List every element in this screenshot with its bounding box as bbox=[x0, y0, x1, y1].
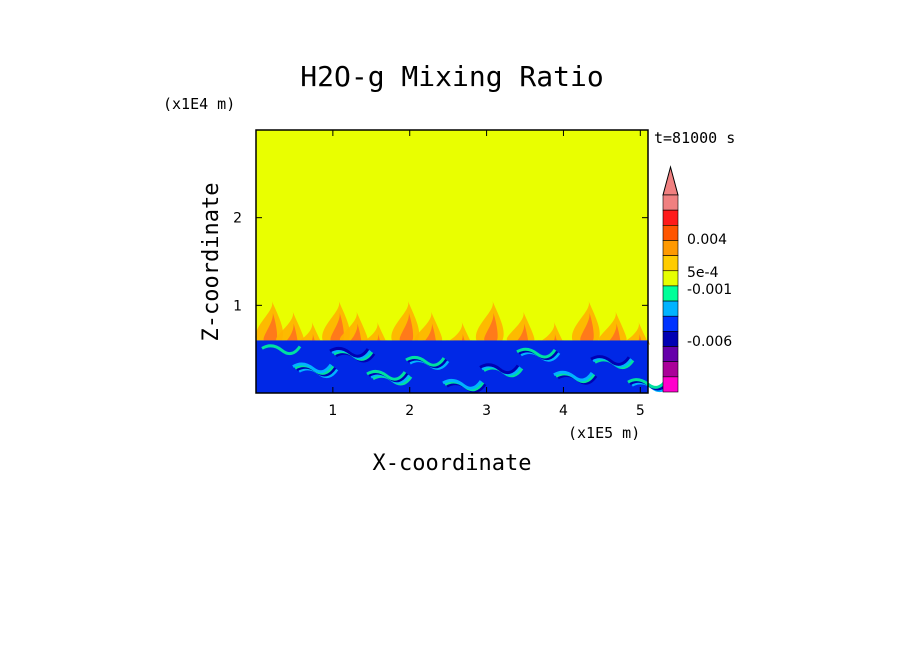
colorbar-swatch bbox=[662, 361, 679, 378]
colorbar-swatch bbox=[662, 331, 679, 347]
plot-area bbox=[255, 130, 672, 393]
streak bbox=[553, 370, 594, 382]
plume bbox=[360, 321, 389, 345]
plume-core bbox=[330, 312, 344, 341]
plume-core bbox=[263, 312, 278, 341]
x-tick-label: 3 bbox=[482, 403, 491, 419]
plume-core bbox=[484, 312, 498, 341]
x-tick-label: 4 bbox=[559, 403, 568, 419]
y-axis: 12 bbox=[233, 211, 648, 314]
y-tick-label: 1 bbox=[233, 298, 242, 314]
streak bbox=[590, 355, 631, 366]
x-tick-label: 2 bbox=[405, 403, 414, 419]
colorbar-swatch bbox=[662, 270, 679, 287]
colorbar-swatch bbox=[662, 300, 679, 317]
streak bbox=[442, 378, 483, 390]
plume bbox=[414, 311, 443, 341]
plume-core bbox=[607, 323, 621, 345]
plume bbox=[445, 321, 473, 345]
streak bbox=[261, 344, 302, 356]
time-label: t=81000 s bbox=[654, 129, 735, 147]
plume bbox=[506, 311, 535, 341]
colorbar-swatch bbox=[662, 346, 679, 362]
streak bbox=[479, 363, 520, 375]
colorbar-swatch bbox=[662, 255, 679, 272]
plot-frame bbox=[255, 129, 649, 394]
colorbar-swatch bbox=[662, 240, 679, 256]
y-axis-label: Z-coordinate bbox=[199, 183, 224, 342]
x-multiplier: (x1E5 m) bbox=[568, 424, 640, 442]
streak bbox=[405, 355, 446, 367]
colorbar-swatch bbox=[662, 315, 679, 332]
plume-core bbox=[348, 323, 362, 345]
colorbar-label: 0.004 bbox=[687, 232, 727, 248]
colorbar bbox=[662, 165, 679, 393]
plume bbox=[537, 321, 566, 345]
plume-core bbox=[284, 323, 298, 345]
streak bbox=[516, 347, 557, 359]
x-axis: 1 2 3 4 5 bbox=[328, 130, 645, 419]
plume bbox=[598, 311, 627, 341]
y-tick-label: 2 bbox=[233, 211, 242, 227]
plume-core bbox=[422, 323, 437, 345]
x-axis-label: X-coordinate bbox=[373, 451, 532, 476]
streak bbox=[292, 362, 333, 374]
plume bbox=[295, 321, 324, 345]
plume bbox=[276, 311, 304, 341]
plume-core bbox=[399, 312, 414, 341]
colorbar-labels: 0.004 5e-4 -0.001 -0.006 bbox=[687, 232, 732, 350]
colorbar-arrow bbox=[662, 165, 679, 196]
plume bbox=[339, 311, 368, 341]
colorbar-swatch bbox=[662, 376, 679, 393]
x-tick-label: 1 bbox=[328, 403, 337, 419]
colorbar-swatch bbox=[662, 225, 679, 241]
colorbar-swatch bbox=[662, 194, 679, 211]
chart-title: H2O-g Mixing Ratio bbox=[300, 60, 603, 93]
colorbar-label: 5e-4 bbox=[687, 265, 719, 281]
colorbar-label: -0.001 bbox=[687, 282, 732, 298]
plume-core bbox=[580, 312, 594, 341]
colorbar-label: -0.006 bbox=[687, 334, 732, 350]
y-multiplier: (x1E4 m) bbox=[163, 95, 235, 113]
streak bbox=[366, 369, 407, 381]
plume-core bbox=[514, 323, 529, 345]
x-tick-label: 5 bbox=[636, 403, 645, 419]
plume bbox=[622, 321, 650, 345]
colorbar-swatch bbox=[662, 209, 679, 226]
streak bbox=[329, 346, 370, 358]
colorbar-swatch bbox=[662, 285, 679, 302]
